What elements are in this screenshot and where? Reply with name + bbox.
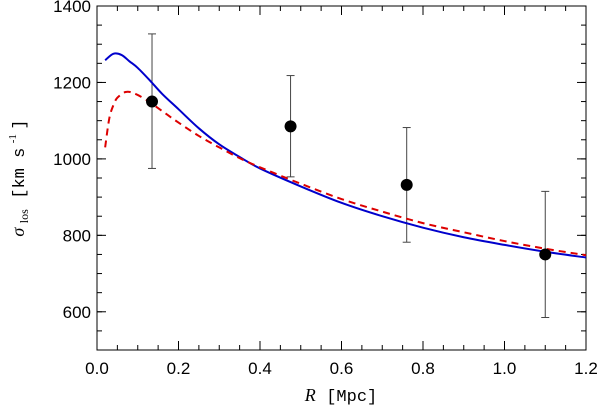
y-tick-label: 800 — [63, 226, 91, 245]
data-point — [284, 120, 297, 133]
y-tick-label: 1200 — [53, 73, 91, 92]
model-curves — [104, 52, 587, 259]
x-tick-label: 0.4 — [248, 359, 272, 378]
series-line-model-dashed — [104, 90, 587, 257]
x-tick-label: 0.2 — [167, 359, 191, 378]
x-tick-label: 0.6 — [330, 359, 354, 378]
data-point — [146, 95, 159, 108]
x-axis-title: R [Mpc] — [304, 385, 378, 407]
plot-border — [96, 5, 587, 351]
x-tick-label: 0.8 — [411, 359, 435, 378]
y-tick-label: 600 — [63, 303, 91, 322]
error-bars — [148, 33, 550, 319]
x-axis-unit: [Mpc] — [326, 388, 377, 407]
y-axis-subscript: los — [17, 209, 31, 223]
y-axis-unit-close: ] — [11, 119, 30, 129]
series-line-model-solid — [104, 52, 587, 259]
svg-text:σ los [km s: σ los [km s -1 ] — [0, 119, 32, 236]
x-tick-label: 1.0 — [493, 359, 517, 378]
y-tick-label: 1400 — [53, 0, 91, 16]
y-axis-title: σ los [km s -1 ] — [0, 119, 32, 236]
x-tick-label: 0.0 — [85, 359, 109, 378]
data-point — [539, 248, 552, 261]
plot-area — [96, 5, 587, 351]
data-point — [400, 178, 413, 191]
x-axis-symbol: R — [304, 385, 316, 405]
data-points — [146, 95, 552, 261]
x-tick-label: 1.2 — [574, 359, 598, 378]
y-axis-symbol: σ — [8, 227, 28, 237]
axis-ticks: 0.0 0.2 0.4 0.6 0.8 1.0 1.2 600 800 1000 1200 1400 — [53, 0, 598, 378]
y-axis-unit-exponent: -1 — [7, 134, 19, 143]
y-tick-label: 1000 — [53, 150, 91, 169]
y-axis-unit: [km s — [11, 148, 30, 199]
